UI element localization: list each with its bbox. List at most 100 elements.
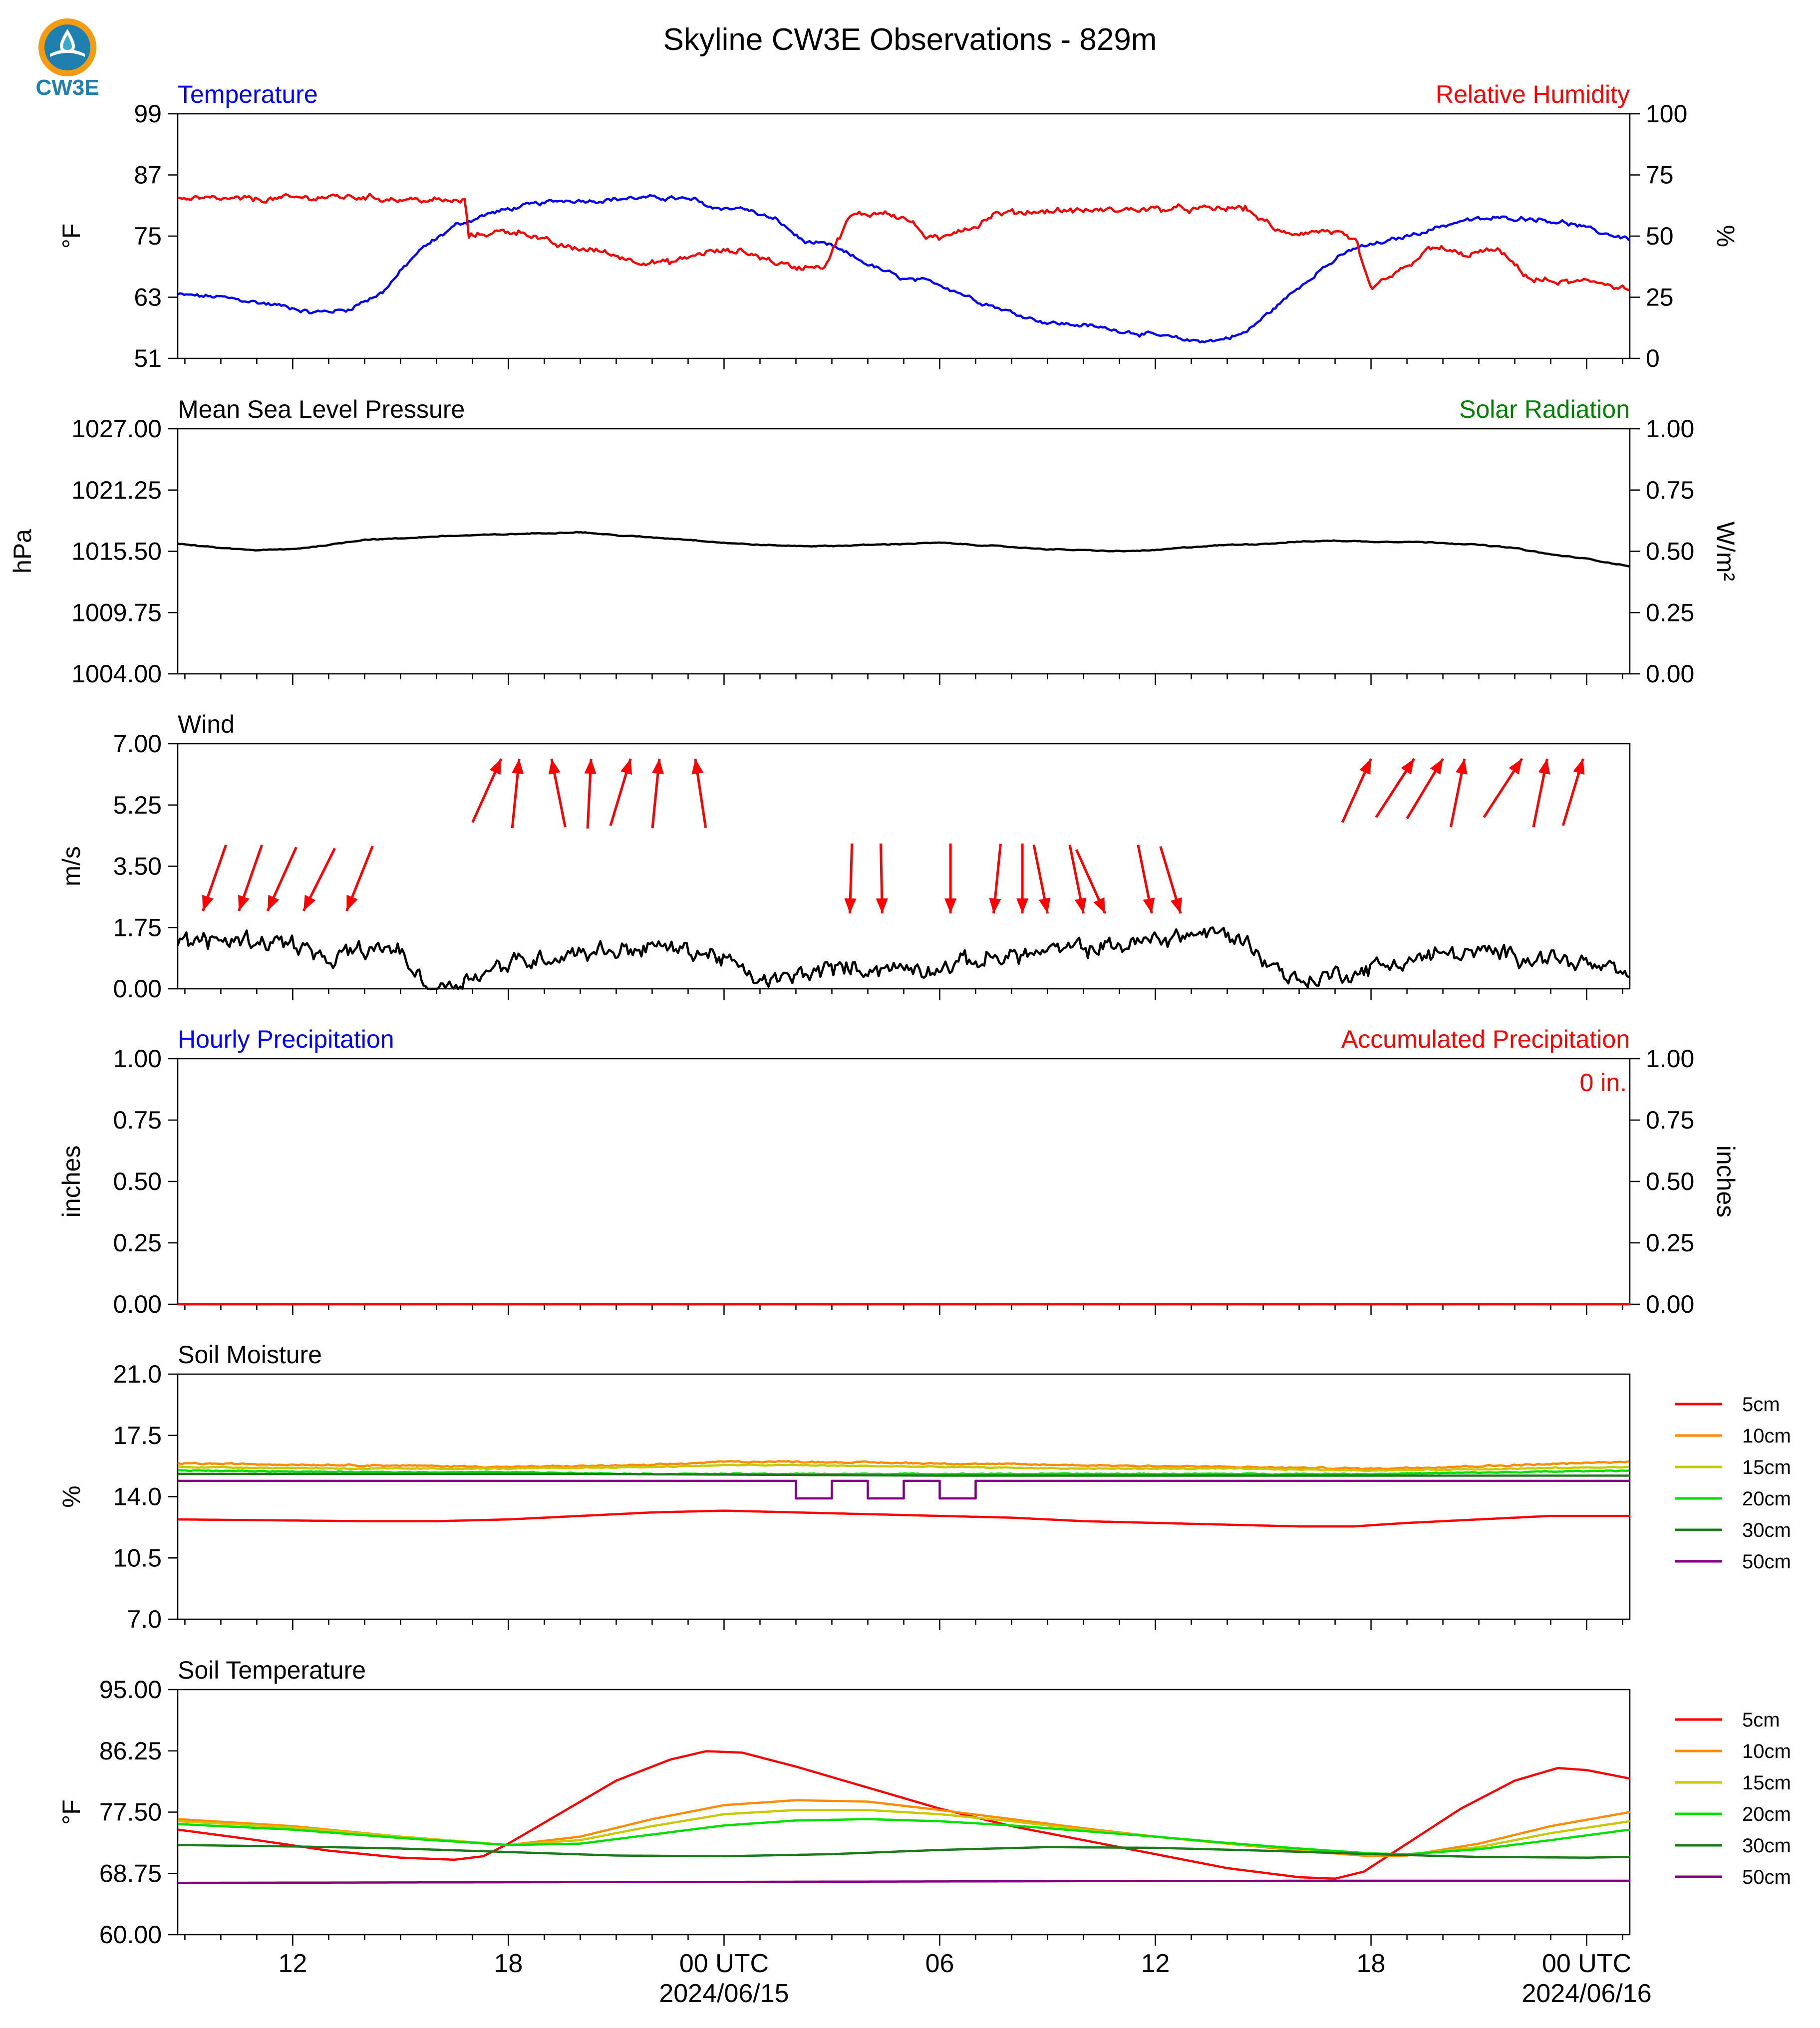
panel-frame (177, 1058, 1631, 1305)
legend-label: 20cm (1742, 1488, 1791, 1510)
series-line-50cm (178, 1879, 1630, 1884)
wind-arrow-head (944, 898, 957, 913)
legend-item-50cm: 50cm (1675, 1866, 1791, 1888)
chart-title: Skyline CW3E Observations - 829m (663, 22, 1157, 57)
y-tick-label-left: 1015.50 (71, 538, 162, 566)
legend-item-20cm: 20cm (1675, 1488, 1791, 1510)
y-tick-label-left: 86.25 (99, 1737, 162, 1765)
wind-arrow-head (844, 898, 857, 913)
legend-label: 30cm (1742, 1519, 1791, 1541)
wind-arrow-head (512, 759, 524, 775)
y-axis-label-left: inches (57, 1146, 85, 1218)
y-tick-label-left: 10.5 (113, 1544, 162, 1572)
legend-item-30cm: 30cm (1675, 1519, 1791, 1541)
legend-label: 5cm (1742, 1394, 1780, 1416)
y-tick-label-right: 0.00 (1646, 660, 1694, 688)
y-tick-label-left: 51 (134, 344, 162, 372)
legend-item-5cm: 5cm (1675, 1709, 1780, 1731)
y-tick-label-left: 0.50 (113, 1167, 162, 1195)
legend-item-10cm: 10cm (1675, 1425, 1791, 1447)
y-tick-label-left: 21.0 (113, 1360, 162, 1388)
wind-arrow-head (1038, 897, 1051, 913)
wind-arrow-head (691, 759, 704, 775)
x-tick-label: 12 (278, 1949, 307, 1978)
y-tick-label-left: 1004.00 (71, 660, 162, 688)
y-tick-label-left: 68.75 (99, 1859, 162, 1887)
wind-arrow-head (489, 759, 502, 775)
wind-arrow (202, 845, 228, 911)
y-tick-label-right: 0.50 (1646, 1167, 1694, 1195)
series-line-mean-sea-level-pressure (177, 531, 1630, 568)
logo-drop-inner (63, 35, 72, 50)
panel-soil-moisture: Soil Moisture 7.0 10.5 14.0 17.5 21.0% 5cm 10cm… (57, 1341, 1791, 1633)
legend-label: 10cm (1742, 1740, 1791, 1762)
y-tick-label-left: 75 (134, 222, 162, 250)
wind-arrow (266, 847, 298, 912)
y-tick-label-right: 1.00 (1646, 1045, 1694, 1073)
wind-arrow (471, 758, 503, 823)
panel-title-left: Hourly Precipitation (178, 1025, 394, 1053)
y-axis-label-right: % (1712, 225, 1740, 247)
y-tick-label-right: 25 (1646, 284, 1674, 311)
x-tick-date-label: 2024/06/16 (1521, 1979, 1651, 2008)
y-tick-label-left: 95.00 (99, 1676, 162, 1704)
y-tick-label-left: 1021.25 (71, 476, 162, 504)
wind-arrow (302, 848, 336, 912)
y-tick-label-left: 60.00 (99, 1921, 162, 1949)
wind-arrow (1406, 758, 1444, 820)
wind-arrow (1016, 844, 1029, 913)
panel-mean-sea-level-pressure: Mean Sea Level Pressure Solar Radiation 10… (8, 395, 1740, 688)
wind-arrow (1075, 849, 1107, 914)
x-tick-label: 00 UTC (1542, 1949, 1631, 1978)
y-axis-label-left: °F (57, 224, 85, 249)
legend-label: 15cm (1742, 1456, 1791, 1478)
wind-arrow (651, 758, 664, 829)
x-tick-label: 18 (1357, 1949, 1386, 1978)
wind-arrow (1375, 758, 1416, 818)
panel-title-left: Soil Moisture (178, 1341, 322, 1369)
panel-soil-temperature: Soil Temperature 60.00 68.75 77.50 86.25 95.0… (57, 1656, 1791, 1949)
y-axis-label-left: °F (57, 1799, 85, 1825)
droplet-logo-icon (38, 18, 96, 76)
wind-arrow-head (876, 898, 888, 913)
wind-arrow-head (1509, 759, 1522, 775)
wind-arrow-head (1093, 897, 1105, 913)
panel-title-left: Mean Sea Level Pressure (178, 395, 465, 423)
wind-arrow-head (268, 894, 280, 911)
wind-arrow (1159, 846, 1182, 914)
panel-title-left: Soil Temperature (178, 1656, 366, 1684)
panel-wind: Wind 0.00 1.75 3.50 5.25 7.00 m/s (57, 710, 1631, 1003)
series-line-20cm (177, 1469, 1629, 1476)
y-tick-label-right: 0.50 (1646, 538, 1694, 566)
y-tick-label-left: 7.0 (127, 1605, 162, 1633)
wind-arrow (584, 758, 597, 829)
wind-arrow-head (1359, 759, 1371, 775)
legend-item-20cm: 20cm (1675, 1803, 1791, 1825)
series-line-10cm (177, 1459, 1630, 1471)
y-tick-label-left: 5.25 (113, 791, 162, 819)
x-tick-label: 12 (1141, 1949, 1170, 1978)
legend-item-15cm: 15cm (1675, 1456, 1791, 1478)
y-tick-label-right: 0.00 (1646, 1290, 1694, 1318)
y-tick-label-left: 77.50 (99, 1798, 162, 1826)
series-line-30cm (177, 1844, 1630, 1859)
wind-arrow (1561, 758, 1585, 826)
legend-item-50cm: 50cm (1675, 1551, 1791, 1573)
wind-arrow-head (238, 894, 250, 911)
legend-label: 20cm (1742, 1803, 1791, 1825)
wind-arrow-head (1074, 897, 1087, 913)
y-tick-label-left: 0.00 (113, 1290, 162, 1318)
y-tick-label-left: 1.75 (113, 913, 162, 941)
wind-arrow (944, 844, 957, 913)
y-tick-label-right: 0.25 (1646, 598, 1694, 626)
wind-arrow (238, 845, 264, 911)
y-tick-label-left: 99 (134, 100, 162, 128)
wind-arrow-head (989, 897, 1001, 913)
wind-arrow (548, 758, 567, 828)
y-axis-label-right: inches (1712, 1146, 1740, 1218)
wind-arrow (876, 843, 888, 914)
wind-arrow-head (303, 894, 316, 911)
panel-title-right: Relative Humidity (1436, 80, 1630, 108)
wind-arrow-head (1016, 898, 1029, 913)
legend-label: 5cm (1742, 1709, 1780, 1731)
